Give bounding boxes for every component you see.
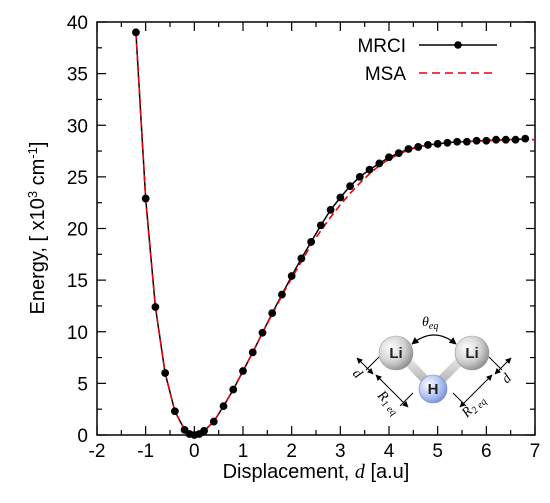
mrci-point (511, 135, 520, 144)
atom-li-left (378, 335, 414, 371)
series-layer (132, 28, 535, 439)
y-tick-label: 10 (67, 323, 88, 344)
mrci-point (453, 137, 462, 146)
mrci-point (472, 136, 481, 145)
mrci-point (239, 367, 247, 375)
mrci-point (424, 140, 432, 149)
legend-label-msa: MSA (365, 64, 407, 85)
label-d-right: d (499, 371, 515, 387)
mrci-point (375, 159, 384, 168)
x-tick-label: 0 (189, 441, 200, 462)
mrci-point (404, 145, 413, 153)
mrci-point (316, 221, 325, 230)
mrci-point (433, 139, 442, 148)
angle-arc (411, 334, 457, 345)
x-tick-label: 2 (286, 441, 297, 462)
mrci-point (307, 238, 316, 246)
dim-left-r1 (375, 374, 409, 408)
legend: MRCI MSA (357, 36, 497, 85)
atom-h (418, 374, 448, 404)
x-tick-label: 6 (481, 441, 492, 462)
mrci-point (385, 153, 393, 162)
mrci-point (326, 206, 335, 214)
atom-label-li-right: Li (465, 345, 478, 362)
mrci-point (229, 385, 238, 394)
mrci-point (482, 136, 491, 145)
tick-labels: -2 -1 0 1 2 3 4 5 6 7 0 5 10 15 20 25 30 35 40 (67, 13, 540, 462)
x-tick-label: 7 (530, 441, 541, 462)
atom-label-li-left: Li (389, 345, 402, 362)
y-axis-title: Energy, [ x103 cm-1] (25, 142, 50, 315)
mrci-point (521, 134, 530, 143)
y-tick-label: 25 (67, 168, 88, 189)
dim-left-tick-outer (365, 356, 380, 371)
mrci-point (346, 182, 354, 191)
mrci-point (443, 138, 452, 147)
mrci-point (258, 328, 267, 337)
dim-right-r2 (459, 374, 493, 408)
y-tick-label: 40 (67, 13, 88, 34)
mrci-point (365, 165, 374, 174)
angle-label: θeq (422, 315, 438, 332)
dim-right-d (494, 357, 512, 375)
legend-label-mrci: MRCI (357, 36, 406, 57)
mrci-point (394, 149, 403, 158)
mrci-point (297, 254, 306, 263)
x-axis-title: Displacement, d [a.u] (223, 461, 410, 483)
mrci-point (151, 303, 160, 311)
x-tick-label: -2 (89, 441, 106, 462)
x-tick-label: 3 (335, 441, 346, 462)
mrci-point (462, 137, 471, 146)
dim-right-tick-outer (488, 356, 503, 371)
mrci-point (200, 426, 208, 435)
mrci-point (287, 272, 296, 280)
y-tick-label: 30 (67, 116, 88, 137)
mrci-point (414, 143, 423, 151)
mrci-point (492, 135, 500, 144)
x-tick-label: 5 (432, 441, 443, 462)
axis-ticks (96, 21, 536, 436)
x-tick-label: 1 (238, 441, 249, 462)
y-tick-label: 20 (67, 220, 88, 241)
series-line-mrci (135, 32, 526, 436)
x-tick-label: 4 (384, 441, 395, 462)
molecule-inset: θeq Li Li H R1 eq d R2 eq d (349, 315, 515, 423)
mrci-point (209, 417, 218, 426)
mrci-point (268, 309, 277, 318)
y-tick-label: 0 (77, 426, 88, 447)
atom-label-h: H (428, 381, 439, 398)
y-tick-label: 35 (67, 65, 88, 86)
atom-li-right (454, 335, 490, 371)
mrci-point (336, 193, 345, 202)
mrci-point (219, 402, 228, 410)
mrci-point (161, 369, 170, 377)
legend-marker-mrci (454, 41, 462, 49)
label-r2: R2 eq (459, 392, 490, 423)
mrci-point (355, 172, 364, 181)
label-r1: R1 eq (372, 388, 403, 419)
y-tick-label: 5 (77, 374, 88, 395)
label-d-left: d (349, 366, 365, 382)
dim-left-d (356, 357, 374, 375)
y-tick-label: 15 (67, 271, 88, 292)
x-tick-label: -1 (137, 441, 154, 462)
mrci-point (170, 407, 179, 416)
dim-left-tick-inner (399, 392, 414, 407)
mrci-point (132, 28, 140, 37)
mrci-point (248, 348, 257, 357)
mrci-point (141, 194, 150, 203)
mrci-point (501, 135, 510, 144)
mrci-point (278, 290, 286, 299)
series-line-msa (135, 32, 535, 436)
